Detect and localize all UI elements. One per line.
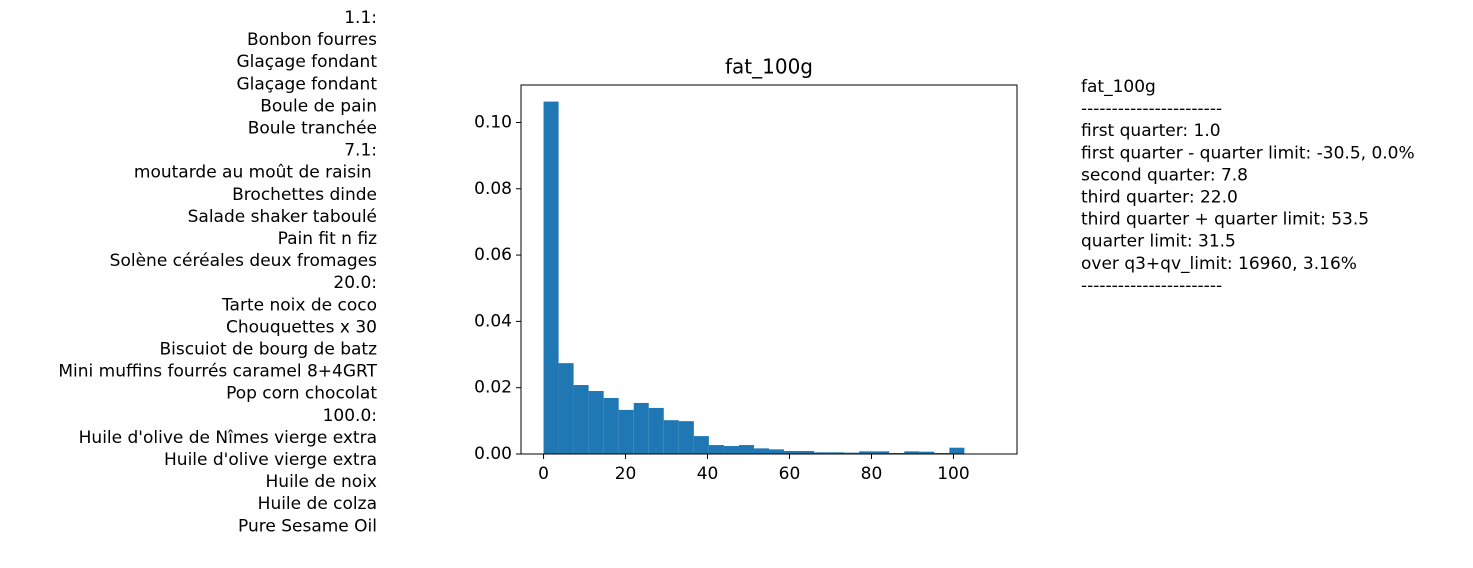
bar bbox=[573, 385, 589, 454]
bar bbox=[799, 451, 815, 454]
left-text-line: Salade shaker taboulé bbox=[188, 207, 377, 227]
left-text-line: Glaçage fondant bbox=[236, 52, 377, 72]
right-text-line: first quarter - quarter limit: -30.5, 0.… bbox=[1081, 143, 1415, 163]
right-text-line: fat_100g bbox=[1081, 77, 1156, 97]
bar bbox=[844, 452, 860, 454]
bar bbox=[633, 402, 649, 454]
y-tick-label: 0.00 bbox=[474, 444, 512, 464]
left-text-line: Brochettes dinde bbox=[232, 185, 377, 205]
left-text-line: 100.0: bbox=[323, 406, 377, 426]
axes-frame bbox=[520, 84, 1018, 455]
bar bbox=[814, 452, 830, 454]
bar bbox=[753, 448, 769, 454]
left-text-line: Huile d'olive vierge extra bbox=[164, 450, 377, 470]
chart-title: fat_100g bbox=[725, 55, 813, 79]
bar bbox=[949, 447, 965, 454]
x-tick-label: 20 bbox=[615, 464, 637, 484]
bar bbox=[708, 445, 724, 454]
x-tick-label: 40 bbox=[697, 464, 719, 484]
left-text-line: Huile d'olive de Nîmes vierge extra bbox=[79, 428, 377, 448]
right-text-line: over q3+qv_limit: 16960, 3.16% bbox=[1081, 254, 1357, 274]
x-tick-label: 80 bbox=[861, 464, 883, 484]
bar bbox=[693, 436, 709, 454]
bar bbox=[723, 446, 739, 454]
right-text-line: second quarter: 7.8 bbox=[1081, 165, 1248, 185]
right-text-line: third quarter: 22.0 bbox=[1081, 188, 1238, 208]
y-tick-label: 0.06 bbox=[474, 245, 512, 265]
bar bbox=[904, 451, 920, 454]
left-text-line: Glaçage fondant bbox=[236, 74, 377, 94]
x-tick-label: 0 bbox=[538, 464, 549, 484]
left-text-line: Chouquettes x 30 bbox=[226, 317, 377, 337]
left-text-line: Biscuiot de bourg de batz bbox=[159, 340, 377, 360]
y-tick-label: 0.04 bbox=[474, 311, 512, 331]
bar bbox=[618, 409, 634, 454]
y-tick-label: 0.02 bbox=[474, 378, 512, 398]
left-text-line: Bonbon fourres bbox=[247, 30, 377, 50]
left-text-line: 1.1: bbox=[344, 8, 377, 28]
bar bbox=[678, 421, 694, 454]
right-text-line: quarter limit: 31.5 bbox=[1081, 232, 1236, 252]
bar bbox=[543, 101, 559, 455]
left-text-line: Pure Sesame Oil bbox=[238, 516, 377, 536]
bar bbox=[769, 449, 785, 454]
left-text-line: 20.0: bbox=[333, 273, 377, 293]
bar bbox=[874, 451, 890, 454]
left-text-line: Huile de noix bbox=[266, 472, 377, 492]
x-tick-label: 100 bbox=[937, 464, 969, 484]
right-text-line: ----------------------- bbox=[1081, 99, 1222, 119]
y-tick-label: 0.08 bbox=[474, 179, 512, 199]
left-text-line: moutarde au moût de raisin bbox=[134, 163, 377, 183]
left-text-line: Solène céréales deux fromages bbox=[110, 251, 377, 271]
bar bbox=[829, 452, 845, 454]
left-text-line: Pain fit n fiz bbox=[278, 229, 377, 249]
bar bbox=[784, 451, 800, 454]
bar bbox=[558, 363, 574, 454]
bar bbox=[919, 451, 935, 454]
left-text-line: Boule de pain bbox=[260, 96, 377, 116]
right-text-line: third quarter + quarter limit: 53.5 bbox=[1081, 210, 1369, 230]
y-tick-label: 0.10 bbox=[474, 112, 512, 132]
bar bbox=[588, 391, 604, 454]
left-text-line: Tarte noix de coco bbox=[221, 295, 377, 315]
left-text-line: Pop corn chocolat bbox=[226, 384, 377, 404]
left-text-line: Boule tranchée bbox=[248, 119, 377, 139]
bar bbox=[603, 397, 619, 454]
right-text-line: ----------------------- bbox=[1081, 276, 1222, 296]
left-text-line: Mini muffins fourrés caramel 8+4GRT bbox=[58, 362, 377, 382]
left-text-line: Huile de colza bbox=[258, 494, 377, 514]
bar bbox=[738, 445, 754, 454]
x-tick-label: 60 bbox=[779, 464, 801, 484]
left-text-line: 7.1: bbox=[344, 141, 377, 161]
bar bbox=[859, 451, 875, 454]
right-text-line: first quarter: 1.0 bbox=[1081, 121, 1221, 141]
bar bbox=[648, 407, 664, 454]
bar bbox=[663, 420, 679, 454]
